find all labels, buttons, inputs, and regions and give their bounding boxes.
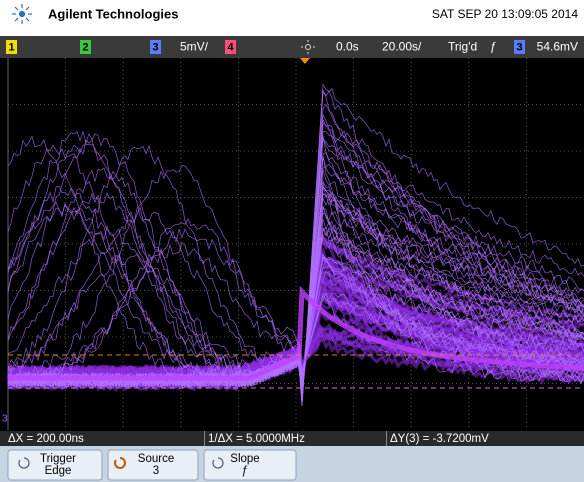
inverse-delta-x: 1/ΔX = 5.0000MHz xyxy=(208,433,305,445)
trigger-status: Trig'd xyxy=(448,40,477,54)
softkey-value: Edge xyxy=(45,465,72,477)
softkey-label: Trigger xyxy=(40,453,76,465)
channel-1: 1 xyxy=(8,41,14,53)
separator xyxy=(386,431,387,446)
channel-2: 2 xyxy=(82,41,88,53)
channel-3-scale: 5mV/ xyxy=(180,40,209,54)
oscilloscope-screen: Agilent Technologies SAT SEP 20 13:09:05… xyxy=(0,0,584,482)
delta-y: ΔY(3) = -3.7200mV xyxy=(390,433,489,445)
softkey-trigger[interactable]: Trigger Edge xyxy=(8,450,102,480)
trigger-source: 3 xyxy=(516,41,522,53)
channel-4: 4 xyxy=(227,41,234,53)
delta-x: ΔX = 200.00ns xyxy=(8,433,84,445)
channel-3: 3 xyxy=(152,41,158,53)
channel-marker: 3 xyxy=(2,414,8,425)
agilent-logo xyxy=(12,4,32,24)
trigger-marker: T xyxy=(8,368,14,379)
datetime: SAT SEP 20 13:09:05 2014 xyxy=(432,7,578,21)
time-delay: 0.0s xyxy=(336,40,359,54)
softkey-label: Slope xyxy=(230,453,259,465)
softkey-label: Source xyxy=(138,453,174,465)
softkey-slope[interactable]: Slope ƒ xyxy=(204,450,296,480)
time-scale: 20.00s/ xyxy=(382,40,422,54)
trigger-slope: ƒ xyxy=(490,40,497,54)
separator xyxy=(204,431,205,446)
trigger-level: 54.6mV xyxy=(537,40,578,54)
softkey-value: 3 xyxy=(153,465,159,477)
softkey-source[interactable]: Source 3 xyxy=(108,450,198,480)
softkey-value: ƒ xyxy=(242,465,248,477)
brand: Agilent Technologies xyxy=(48,6,179,21)
